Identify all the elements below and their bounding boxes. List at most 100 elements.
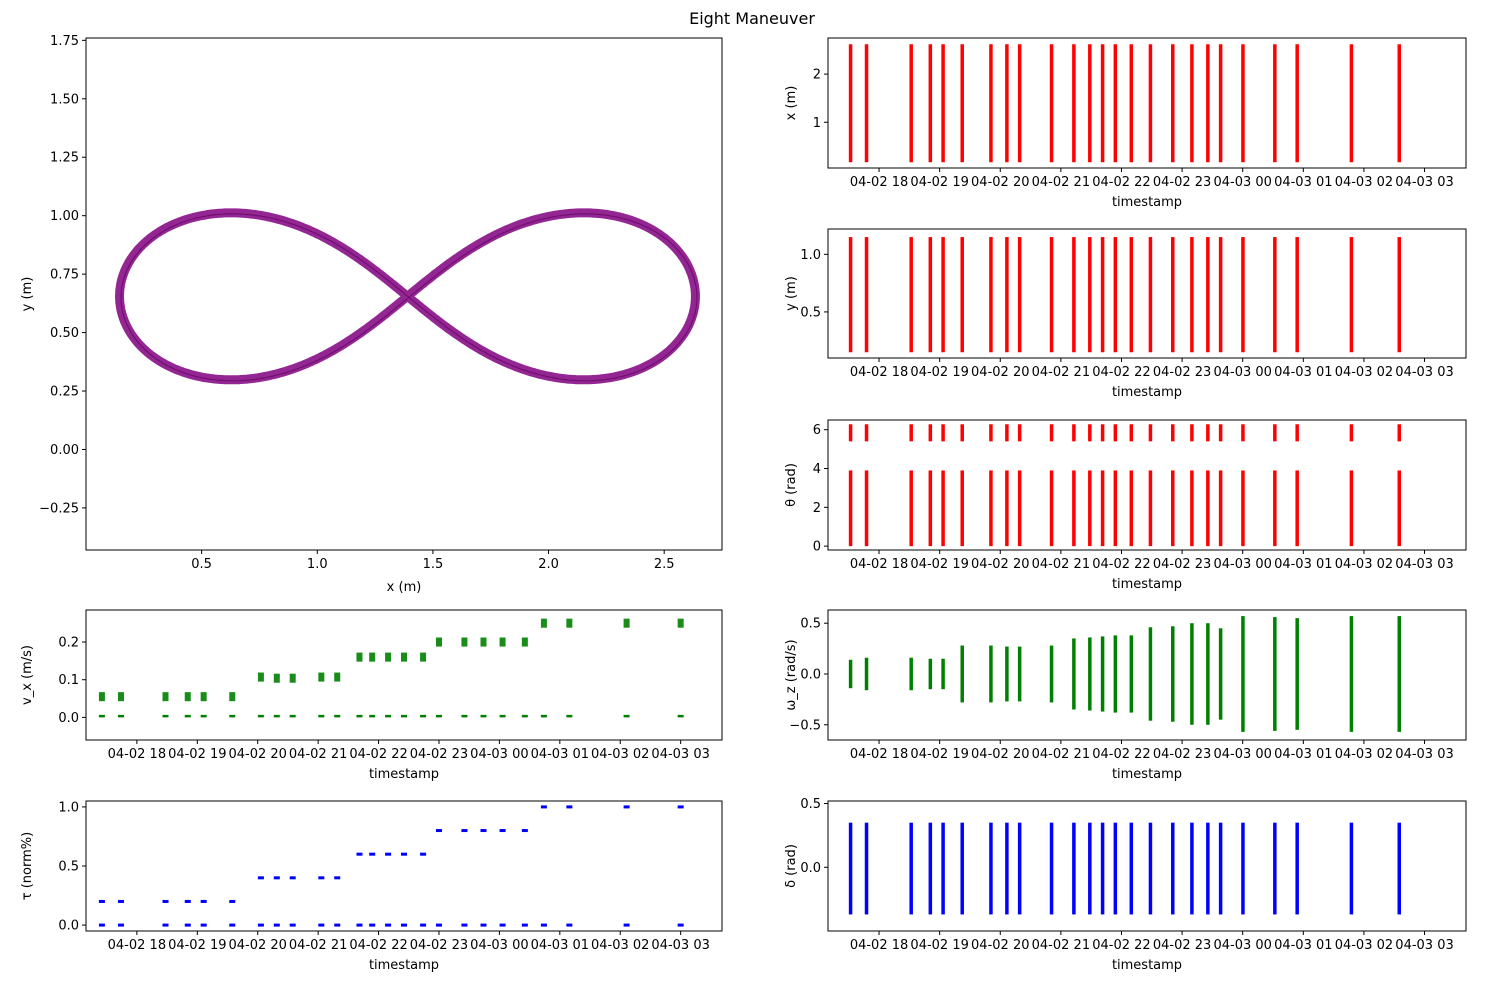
x-tick-label: 04-03 00 xyxy=(1213,175,1271,190)
x-tick-label: 04-02 19 xyxy=(910,938,968,953)
data-cluster xyxy=(499,714,506,718)
x-tick-label: 04-02 20 xyxy=(971,938,1029,953)
data-segment xyxy=(960,424,964,442)
x-tick-label: 04-02 23 xyxy=(1153,557,1211,572)
x-tick-label: 04-02 22 xyxy=(349,938,407,953)
axes-frame xyxy=(827,228,1467,359)
data-segment xyxy=(1171,470,1175,547)
y-axis-label: x (m) xyxy=(784,86,799,121)
data-marker xyxy=(229,923,236,927)
x-tick-label: 04-03 01 xyxy=(531,938,589,953)
data-segment xyxy=(1113,635,1118,713)
x-tick-label: 1.0 xyxy=(307,557,328,572)
x-tick-label: 04-03 01 xyxy=(1274,557,1332,572)
data-cluster xyxy=(356,652,363,662)
data-segment xyxy=(960,645,964,703)
data-segment xyxy=(960,822,964,915)
data-cluster xyxy=(200,714,207,718)
y-tick-label: 0.75 xyxy=(50,268,79,283)
data-cluster xyxy=(385,714,392,718)
data-segment xyxy=(941,424,945,442)
data-cluster xyxy=(480,714,487,718)
x-tick-label: 04-02 22 xyxy=(1092,938,1150,953)
data-segment xyxy=(1088,822,1092,915)
data-segment xyxy=(1113,822,1118,915)
data-segment xyxy=(1349,44,1354,163)
data-segment xyxy=(1088,424,1092,442)
data-segment xyxy=(1190,424,1194,442)
x-tick-label: 04-02 21 xyxy=(289,747,347,762)
data-segment xyxy=(928,424,933,442)
data-marker xyxy=(677,805,684,809)
data-segment xyxy=(1273,822,1277,915)
y-tick-label: −0.25 xyxy=(39,501,79,516)
data-cluster xyxy=(677,714,684,718)
data-segment xyxy=(989,424,993,442)
data-segment xyxy=(1206,623,1210,725)
data-marker xyxy=(257,923,264,927)
data-cluster xyxy=(229,714,236,718)
data-cluster xyxy=(401,652,407,662)
data-segment xyxy=(1295,424,1299,442)
x-axis-label: x (m) xyxy=(387,580,422,595)
x-tick-label: 04-03 03 xyxy=(1395,747,1453,762)
data-cluster xyxy=(369,714,376,718)
data-segment xyxy=(1241,470,1245,547)
data-segment xyxy=(1206,44,1210,163)
data-segment xyxy=(1072,424,1076,442)
y-tick-label: 0 xyxy=(813,540,821,555)
x-axis-label: timestamp xyxy=(1112,577,1182,592)
y-tick-label: 1.25 xyxy=(50,151,79,166)
y-tick-label: 1.0 xyxy=(800,248,821,263)
trajectory-line xyxy=(120,213,698,382)
data-marker xyxy=(356,852,363,856)
data-marker xyxy=(401,923,407,927)
x-tick-label: 04-03 02 xyxy=(591,938,649,953)
data-segment xyxy=(989,470,993,547)
data-marker xyxy=(480,923,487,927)
data-segment xyxy=(848,424,853,442)
data-segment xyxy=(1241,44,1245,163)
data-marker xyxy=(420,923,427,927)
y-tick-label: −0.5 xyxy=(789,718,821,733)
data-segment xyxy=(1100,470,1105,547)
data-marker xyxy=(566,923,573,927)
data-marker xyxy=(334,923,341,927)
data-segment xyxy=(864,44,869,163)
data-cluster xyxy=(162,714,169,718)
y-tick-label: 0.25 xyxy=(50,385,79,400)
data-segment xyxy=(1241,237,1245,353)
data-segment xyxy=(1017,424,1022,442)
data-cluster xyxy=(435,714,442,718)
x-tick-label: 04-02 18 xyxy=(850,557,908,572)
data-cluster xyxy=(499,637,506,647)
x-axis-label: timestamp xyxy=(369,958,439,973)
data-marker xyxy=(117,923,124,927)
x-tick-label: 04-03 01 xyxy=(1274,365,1332,380)
y-axis-label: y (m) xyxy=(20,277,35,312)
y-tick-label: 0.5 xyxy=(58,860,79,875)
data-cluster xyxy=(98,692,105,702)
data-segment xyxy=(1017,44,1022,163)
data-cluster xyxy=(540,714,547,718)
x-axis-label: timestamp xyxy=(1112,385,1182,400)
data-marker xyxy=(162,899,169,903)
data-marker xyxy=(521,829,528,833)
data-marker xyxy=(499,829,506,833)
data-segment xyxy=(864,822,869,915)
x-axis-label: timestamp xyxy=(1112,195,1182,210)
data-segment xyxy=(989,44,993,163)
data-cluster xyxy=(273,714,280,718)
y-tick-label: 1.0 xyxy=(58,800,79,815)
x-tick-label: 2.0 xyxy=(538,557,559,572)
data-segment xyxy=(1017,470,1022,547)
x-tick-label: 04-03 01 xyxy=(1274,175,1332,190)
data-marker xyxy=(461,923,468,927)
data-marker xyxy=(461,829,468,833)
y-axis-label: τ (norm%) xyxy=(20,832,35,900)
x-tick-label: 04-03 02 xyxy=(1335,747,1393,762)
data-segment xyxy=(1113,424,1118,442)
data-marker xyxy=(369,923,376,927)
xy-plot: 0.5 1.0 1.5 2.0 2.5 −0.25 0.00 0.25 0.50 0.75 1.00… xyxy=(20,34,723,595)
